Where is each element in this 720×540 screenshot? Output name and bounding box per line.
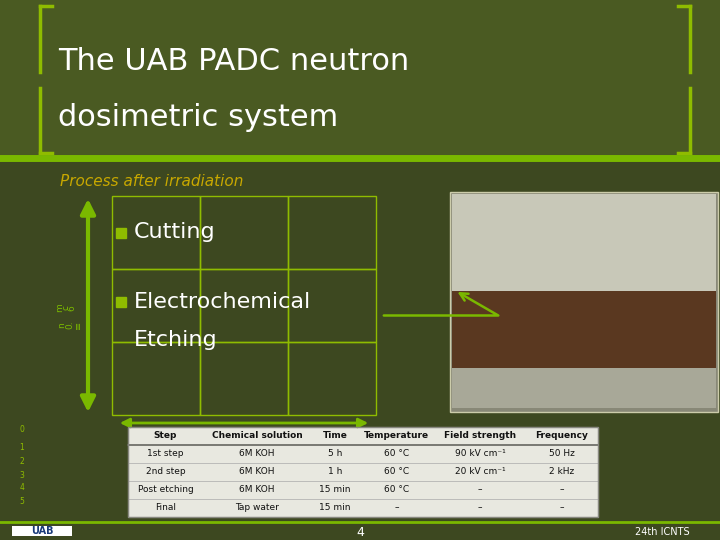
Text: Field strength: Field strength: [444, 431, 516, 441]
Text: 1st step: 1st step: [148, 449, 184, 458]
Bar: [12, 526, 72, 536]
Bar: [452, 291, 716, 368]
Text: 2nd step: 2nd step: [145, 468, 185, 476]
Bar: [288, 196, 376, 269]
Text: 3: 3: [19, 470, 24, 480]
Bar: [450, 192, 718, 412]
Text: n: n: [58, 322, 66, 328]
Text: –: –: [478, 503, 482, 512]
Text: 60 °C: 60 °C: [384, 468, 409, 476]
Text: 90 kV cm⁻¹: 90 kV cm⁻¹: [454, 449, 505, 458]
Text: –: –: [559, 485, 564, 495]
Text: 15 min: 15 min: [319, 485, 351, 495]
Text: 15 min: 15 min: [319, 503, 351, 512]
Text: 5: 5: [19, 497, 24, 507]
Text: 6M KOH: 6M KOH: [239, 449, 275, 458]
Bar: [452, 368, 716, 408]
Text: m: m: [55, 303, 65, 312]
Text: Electrochemical: Electrochemical: [134, 292, 311, 312]
Text: 1: 1: [19, 443, 24, 453]
Text: 60 °C: 60 °C: [384, 449, 409, 458]
Bar: [200, 196, 288, 269]
Text: 50 Hz: 50 Hz: [549, 449, 575, 458]
Text: 0: 0: [19, 426, 24, 435]
Text: 6M KOH: 6M KOH: [239, 468, 275, 476]
Text: Step: Step: [154, 431, 177, 441]
Text: 2 kHz: 2 kHz: [549, 468, 575, 476]
Bar: [128, 427, 598, 517]
Bar: [200, 269, 288, 342]
Bar: [112, 269, 200, 342]
Text: c: c: [61, 306, 71, 310]
Text: 4: 4: [19, 483, 24, 492]
Bar: [112, 342, 200, 415]
Text: Cutting: Cutting: [134, 222, 215, 242]
Text: Tap water: Tap water: [235, 503, 279, 512]
Bar: [112, 196, 200, 269]
Text: dosimetric system: dosimetric system: [58, 104, 338, 132]
Text: 20 kV cm⁻¹: 20 kV cm⁻¹: [455, 468, 505, 476]
Text: 24th ICNTS: 24th ICNTS: [635, 527, 690, 537]
Text: –: –: [478, 485, 482, 495]
Text: –: –: [559, 503, 564, 512]
Text: 1 h: 1 h: [328, 468, 342, 476]
Bar: [452, 194, 716, 291]
Text: Etching: Etching: [134, 330, 217, 350]
Text: Post etching: Post etching: [138, 485, 194, 495]
Text: The UAB PADC neutron: The UAB PADC neutron: [58, 48, 409, 77]
Text: 6M KOH: 6M KOH: [239, 485, 275, 495]
Text: Frequency: Frequency: [536, 431, 588, 441]
Text: ≡: ≡: [73, 321, 83, 329]
Text: Final: Final: [155, 503, 176, 512]
Text: 5 h: 5 h: [328, 449, 342, 458]
Text: UAB: UAB: [31, 526, 53, 536]
Text: Temperature: Temperature: [364, 431, 429, 441]
Text: 6: 6: [68, 305, 76, 311]
Bar: [200, 342, 288, 415]
Text: 4: 4: [356, 525, 364, 538]
Text: Chemical solution: Chemical solution: [212, 431, 302, 441]
Text: 2: 2: [19, 456, 24, 465]
Bar: [0, 0, 720, 160]
Text: Process after irradiation: Process after irradiation: [60, 173, 243, 188]
Text: –: –: [395, 503, 399, 512]
Bar: [288, 342, 376, 415]
Text: 60 °C: 60 °C: [384, 485, 409, 495]
Bar: [128, 427, 598, 517]
Bar: [288, 269, 376, 342]
Text: Time: Time: [323, 431, 348, 441]
Text: 0.: 0.: [66, 321, 74, 329]
